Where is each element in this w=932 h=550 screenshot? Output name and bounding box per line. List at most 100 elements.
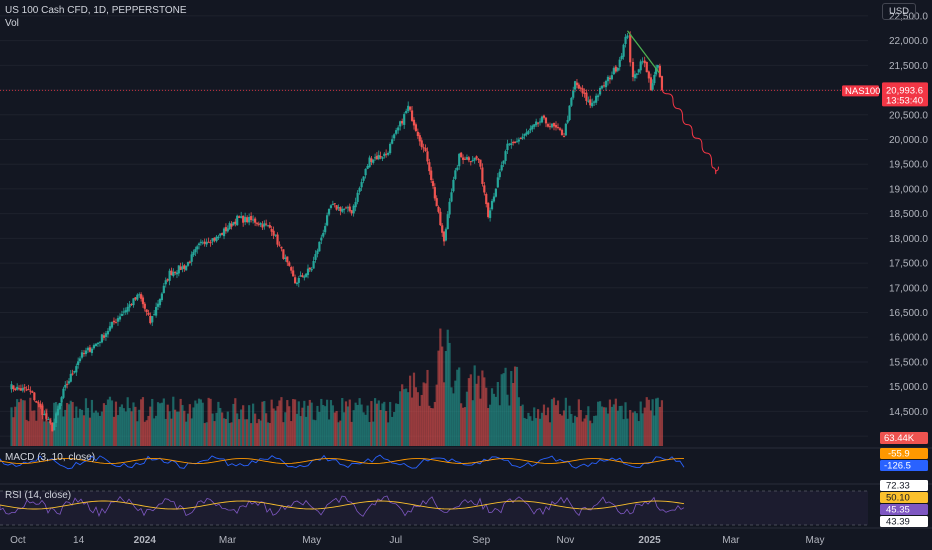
volume-bar	[272, 408, 275, 446]
price-tick-label: 22,000.0	[889, 36, 928, 47]
volume-bar	[155, 415, 158, 446]
candle-body	[579, 87, 582, 89]
candle-body	[261, 224, 264, 228]
volume-bar	[517, 397, 520, 446]
volume-bar	[460, 403, 463, 446]
currency-button[interactable]: USD	[882, 3, 916, 20]
volume-tag: 63.44K	[884, 433, 915, 444]
candle-body	[331, 204, 334, 206]
candle-body	[548, 126, 552, 128]
volume-bar	[84, 398, 88, 446]
volume-bar	[112, 416, 116, 446]
candle-body	[77, 361, 80, 366]
volume-bar	[414, 387, 418, 446]
volume-bar	[433, 401, 436, 446]
volume-bar	[288, 406, 291, 446]
volume-bar	[230, 422, 233, 446]
macd-signal-tag: -55.9	[888, 449, 910, 460]
candle-body	[120, 313, 124, 316]
time-axis[interactable]: Oct 14 2024 Mar May Jul Sep Nov 2025 Mar May	[10, 535, 824, 546]
candle-body	[329, 205, 333, 208]
volume-bar	[156, 402, 160, 446]
volume-bar	[23, 400, 26, 446]
volume-bar	[303, 400, 306, 446]
volume-bar	[278, 400, 281, 446]
candle-body	[641, 61, 644, 63]
volume-bar	[124, 411, 127, 446]
projection-curve[interactable]	[661, 87, 719, 175]
volume-bar	[116, 415, 120, 446]
candle-body	[86, 347, 90, 351]
candle-body	[566, 119, 569, 123]
candle-body	[278, 244, 281, 246]
candle-body	[498, 171, 501, 178]
trendline[interactable]	[626, 30, 660, 74]
volume-bar	[587, 406, 590, 446]
candle-body	[226, 228, 229, 232]
volume-bar	[579, 409, 582, 446]
candle-body	[132, 298, 135, 306]
volume-bar	[19, 398, 23, 446]
volume-bar	[441, 346, 444, 446]
candle-body	[348, 206, 351, 211]
symbol-title[interactable]: US 100 Cash CFD, 1D, PEPPERSTONE	[5, 5, 187, 16]
time-tick-label: May	[302, 535, 321, 546]
volume-bar	[618, 405, 621, 446]
rsi-legend[interactable]: RSI (14, close)	[5, 490, 72, 501]
candle-body	[78, 358, 82, 362]
candle-body	[481, 167, 484, 184]
time-tick-label: 2024	[134, 535, 157, 546]
candle-body	[391, 139, 394, 144]
volume-bar	[633, 411, 637, 446]
candle-body	[573, 81, 577, 90]
volume-bar	[80, 409, 84, 446]
volume-bar	[581, 421, 584, 446]
volume-bar	[166, 404, 169, 446]
volume-bar	[403, 389, 406, 446]
volume-bar	[280, 397, 283, 446]
candle-body	[308, 267, 311, 270]
candle-body	[110, 321, 114, 328]
volume-bar	[75, 406, 78, 446]
candle-body	[297, 277, 300, 283]
price-axis[interactable]: 22,500.022,000.021,500.021,000.020,500.0…	[889, 11, 928, 442]
volume-bar	[639, 401, 642, 446]
candle-body	[236, 215, 239, 226]
volume-bar	[339, 420, 342, 446]
candle-body	[506, 143, 509, 151]
volume-bar	[437, 350, 440, 446]
volume-bar	[232, 403, 235, 446]
volume-bar	[242, 405, 245, 446]
volume-bar	[626, 418, 629, 446]
volume-bar	[138, 409, 141, 446]
volume-bar	[454, 380, 457, 446]
time-tick-label: Jul	[389, 535, 402, 546]
volume-legend[interactable]: Vol	[5, 18, 19, 29]
volume-bar	[286, 400, 289, 446]
volume-tag-bg	[880, 432, 928, 444]
volume-bar	[343, 412, 346, 446]
volume-bar	[483, 377, 486, 446]
candle-body	[433, 187, 436, 199]
volume-bar	[510, 371, 513, 446]
candle-body	[284, 257, 287, 260]
volume-bar	[67, 404, 71, 446]
volume-bar	[174, 409, 177, 446]
candle-body	[19, 388, 23, 391]
candle-body	[483, 185, 486, 193]
candle-body	[504, 151, 507, 161]
volume-bar	[512, 383, 515, 446]
volume-bar	[479, 398, 482, 446]
volume-bar	[322, 405, 325, 446]
volume-bar	[310, 402, 313, 446]
candle-body	[240, 216, 243, 218]
macd-legend[interactable]: MACD (3, 10, close)	[5, 452, 96, 463]
candle-body	[177, 265, 180, 274]
candle-body	[149, 315, 152, 324]
candle-body	[552, 123, 556, 127]
volume-bar	[196, 403, 199, 446]
candle-body	[377, 154, 380, 160]
macd-line-tag: -126.5	[884, 461, 911, 472]
volume-bar	[314, 420, 317, 446]
